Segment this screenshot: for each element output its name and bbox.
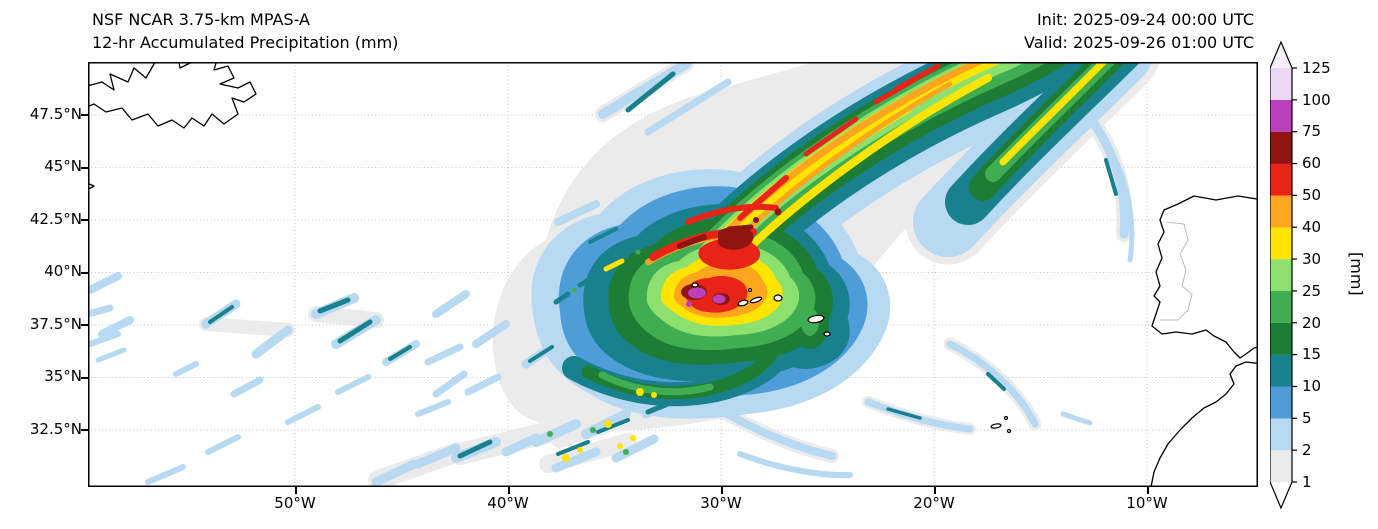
colorbar-under-arrow	[1270, 482, 1292, 508]
colorbar-outline	[1270, 40, 1293, 510]
colorbar-tick-label: 75	[1302, 122, 1322, 140]
y-tick-mark	[81, 167, 88, 169]
colorbar	[1270, 40, 1297, 510]
x-tick-label: 30°W	[700, 494, 742, 512]
colorbar-tick-marks	[1292, 67, 1297, 483]
x-tick-mark	[721, 487, 723, 494]
precip-field	[88, 62, 1160, 487]
precip-75-100-fill	[686, 287, 726, 307]
colorbar-segment-25-30	[1270, 259, 1292, 292]
precipitation-map	[88, 62, 1258, 487]
y-tick-label: 37.5°N	[29, 315, 82, 333]
precip-60-75-strokes	[677, 224, 754, 249]
colorbar-segment-10-15	[1270, 354, 1292, 387]
azores-islands	[691, 282, 831, 337]
coastlines	[88, 62, 1258, 487]
iberia-coast	[1151, 195, 1258, 359]
x-tick-mark	[934, 487, 936, 494]
colorbar-tick-label: 25	[1302, 282, 1322, 300]
colorbar-segment-5-10	[1270, 386, 1292, 419]
colorbar-segment-2-5	[1270, 418, 1292, 451]
x-tick-label: 40°W	[487, 494, 529, 512]
valid-time: Valid: 2025-09-26 01:00 UTC	[1023, 33, 1254, 52]
y-tick-label: 40°N	[44, 262, 82, 280]
map-plot	[88, 62, 1258, 487]
x-tick-mark	[295, 487, 297, 494]
model-title: NSF NCAR 3.75-km MPAS-A	[92, 10, 310, 29]
colorbar-segment-100-125	[1270, 68, 1292, 100]
y-tick-label: 35°N	[44, 367, 82, 385]
colorbar-tick-label: 50	[1302, 186, 1322, 204]
x-tick-label: 10°W	[1126, 494, 1168, 512]
x-tick-mark	[508, 487, 510, 494]
y-tick-mark	[81, 377, 88, 379]
y-tick-mark	[81, 114, 88, 116]
colorbar-tick-label: 40	[1302, 218, 1322, 236]
x-tick-label: 20°W	[913, 494, 955, 512]
colorbar-tick-label: 60	[1302, 154, 1322, 172]
x-tick-label: 50°W	[274, 494, 316, 512]
colorbar-segment-40-50	[1270, 195, 1292, 228]
colorbar-segment-20-25	[1270, 290, 1292, 323]
y-tick-mark	[81, 219, 88, 221]
colorbar-segment-75-100	[1270, 99, 1292, 132]
y-tick-label: 32.5°N	[29, 420, 82, 438]
colorbar-segment-60-75	[1270, 131, 1292, 164]
plot-border	[88, 62, 1258, 487]
product-title: 12-hr Accumulated Precipitation (mm)	[92, 33, 399, 52]
colorbar-tick-label: 2	[1302, 441, 1312, 459]
colorbar-tick-label: 30	[1302, 250, 1322, 268]
colorbar-unit-label: [mm]	[1347, 252, 1366, 296]
colorbar-tick-label: 15	[1302, 345, 1322, 363]
colorbar-segment-30-40	[1270, 227, 1292, 260]
africa-coast	[1150, 361, 1258, 487]
y-tick-mark	[81, 429, 88, 431]
colorbar-tick-label: 100	[1302, 91, 1331, 109]
colorbar-tick-label: 125	[1302, 59, 1331, 77]
colorbar-tick-label: 1	[1302, 473, 1312, 491]
colorbar-tick-label: 20	[1302, 314, 1322, 332]
colorbar-tick-label: 10	[1302, 377, 1322, 395]
colorbar-tick-label: 5	[1302, 409, 1312, 427]
y-tick-label: 42.5°N	[29, 210, 82, 228]
y-tick-mark	[81, 272, 88, 274]
portugal-spain-border	[1160, 221, 1193, 321]
title-block: NSF NCAR 3.75-km MPAS-A 12-hr Accumulate…	[92, 8, 398, 54]
colorbar-over-arrow	[1270, 42, 1292, 68]
y-tick-label: 45°N	[44, 157, 82, 175]
x-tick-mark	[1147, 487, 1149, 494]
colorbar-segment-50-60	[1270, 163, 1292, 196]
time-block: Init: 2025-09-24 00:00 UTC Valid: 2025-0…	[1024, 8, 1254, 54]
colorbar-segment-15-20	[1270, 322, 1292, 355]
colorbar-segment-1-2	[1270, 450, 1292, 483]
y-tick-label: 47.5°N	[29, 105, 82, 123]
init-time: Init: 2025-09-24 00:00 UTC	[1036, 10, 1254, 29]
madeira-islands	[990, 415, 1012, 434]
y-tick-mark	[81, 324, 88, 326]
newfoundland-coast	[88, 62, 257, 129]
